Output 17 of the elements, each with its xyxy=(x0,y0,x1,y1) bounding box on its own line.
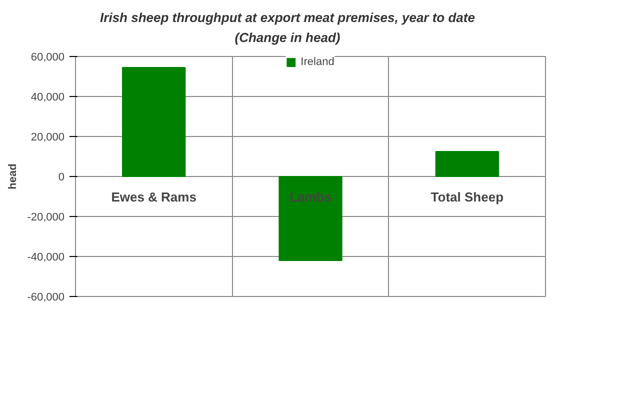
y-tick-label: -20,000 xyxy=(27,212,65,224)
y-tick-label: -60,000 xyxy=(27,292,65,304)
chart-title: Irish sheep throughput at export meat premises, year to date xyxy=(99,9,476,27)
y-tick-label: 40,000 xyxy=(30,92,65,104)
y-tick-label: 20,000 xyxy=(30,132,65,144)
bar xyxy=(435,151,499,178)
x-tick-label: Total Sheep xyxy=(430,190,504,205)
bar xyxy=(278,176,342,262)
y-tick-label: 60,000 xyxy=(30,52,65,64)
legend-label: Ireland xyxy=(300,56,334,68)
x-tick-label: Lambs xyxy=(290,190,332,205)
y-axis-title: head xyxy=(7,164,20,190)
y-tick-label: -40,000 xyxy=(27,252,65,264)
y-tick-label: 0 xyxy=(58,172,65,184)
x-tick-label: Ewes & Rams xyxy=(111,190,196,205)
bar xyxy=(122,67,186,178)
chart-subtitle: (Change in head) xyxy=(234,28,342,47)
